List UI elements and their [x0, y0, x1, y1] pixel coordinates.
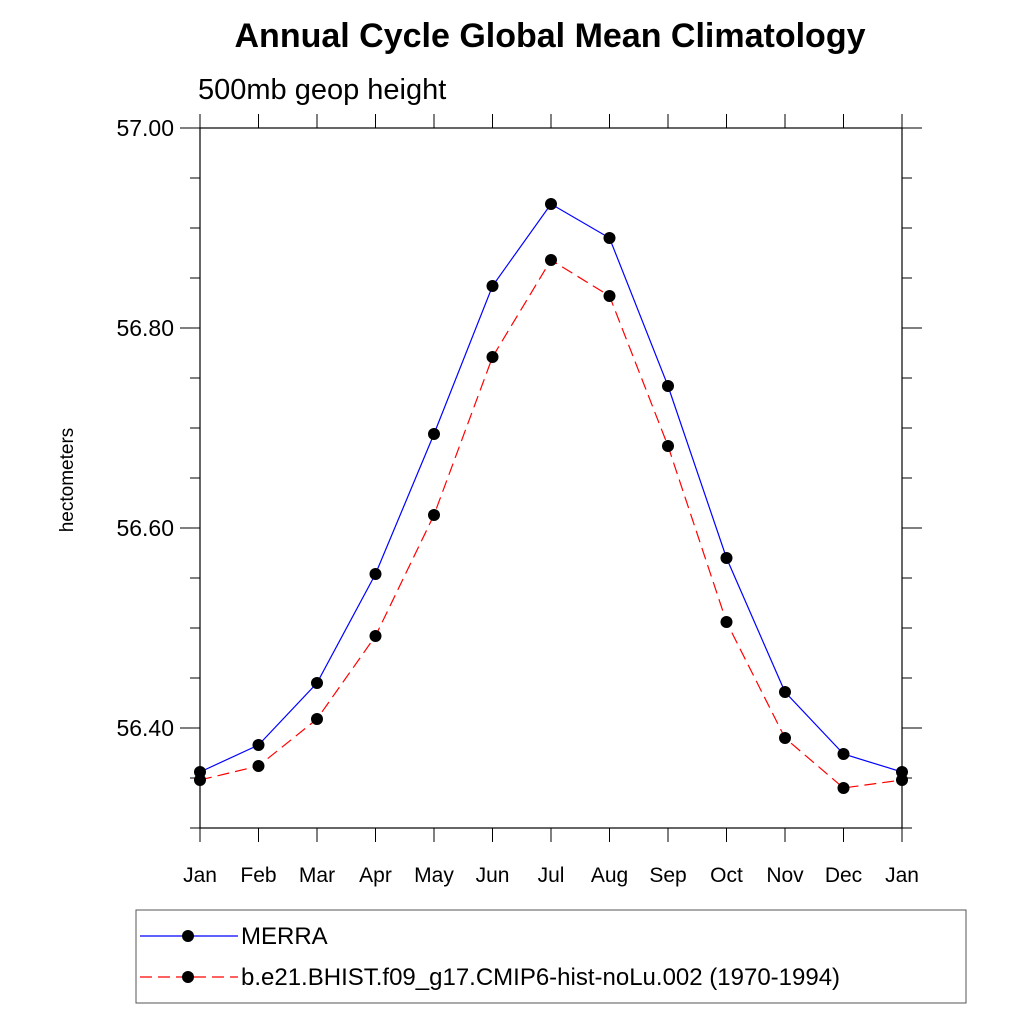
x-tick-label: Jul [538, 864, 565, 887]
series-0-point [720, 552, 733, 564]
series-1-point [369, 630, 382, 642]
series-1-point [194, 774, 206, 786]
x-tick-label: Mar [299, 864, 335, 887]
legend-box [135, 909, 967, 1004]
series-0-point [779, 686, 791, 698]
chart-title: Annual Cycle Global Mean Climatology [235, 17, 866, 55]
series-0-point [662, 380, 674, 392]
y-tick-label: 56.60 [116, 515, 174, 541]
series-0-point [428, 428, 440, 440]
series-1-point [896, 774, 908, 786]
series-0-point [545, 198, 557, 210]
series-1-point [486, 351, 499, 363]
y-tick-label: 56.80 [116, 315, 174, 341]
series-1-point [662, 440, 674, 452]
x-tick-label: Aug [591, 864, 628, 887]
x-tick-label: Dec [825, 864, 862, 887]
x-tick-label: Jan [183, 864, 217, 887]
x-axis-ticks: Jan Feb Mar Apr May Jun Jul Aug Sep Oct Nov Dec Jan [183, 114, 919, 887]
series-layer [194, 198, 908, 794]
y-axis-label: hectometers [57, 428, 78, 533]
series-line-1 [199, 259, 903, 789]
x-tick-label: May [414, 864, 454, 887]
series-1-point [603, 290, 616, 302]
y-tick-label: 56.40 [116, 715, 174, 741]
series-line-0 [199, 203, 903, 773]
series-1-point [252, 760, 265, 772]
series-0-point [837, 748, 850, 760]
x-tick-label: Feb [240, 864, 276, 887]
plot-frame [199, 127, 903, 829]
legend-label-merra: MERRA [241, 923, 328, 950]
legend-marker-cmip6 [182, 971, 194, 983]
y-tick-label: 57.00 [116, 115, 174, 141]
y-axis-ticks: 56.40 56.60 56.80 57.00 [116, 115, 922, 829]
series-1-point [545, 254, 557, 266]
x-tick-label: Oct [710, 864, 743, 887]
series-0-point [486, 280, 499, 292]
series-0-point [311, 677, 323, 689]
legend-label-cmip6: b.e21.BHIST.f09_g17.CMIP6-hist-noLu.002 … [241, 964, 840, 991]
x-tick-label: Sep [649, 864, 686, 887]
legend-marker-merra [182, 930, 194, 942]
series-1-point [311, 713, 323, 725]
series-1-point [837, 782, 850, 794]
legend: MERRA b.e21.BHIST.f09_g17.CMIP6-hist-noL… [135, 909, 967, 1004]
x-tick-label: Jun [476, 864, 510, 887]
series-0-point [603, 232, 616, 244]
series-1-point [779, 732, 791, 744]
chart-subtitle: 500mb geop height [198, 74, 446, 106]
series-0-point [252, 739, 265, 751]
x-tick-label: Nov [766, 864, 804, 887]
series-1-point [428, 509, 440, 521]
x-tick-label: Apr [359, 864, 392, 887]
series-1-point [720, 616, 733, 628]
series-0-point [369, 568, 382, 580]
x-tick-label: Jan [885, 864, 919, 887]
